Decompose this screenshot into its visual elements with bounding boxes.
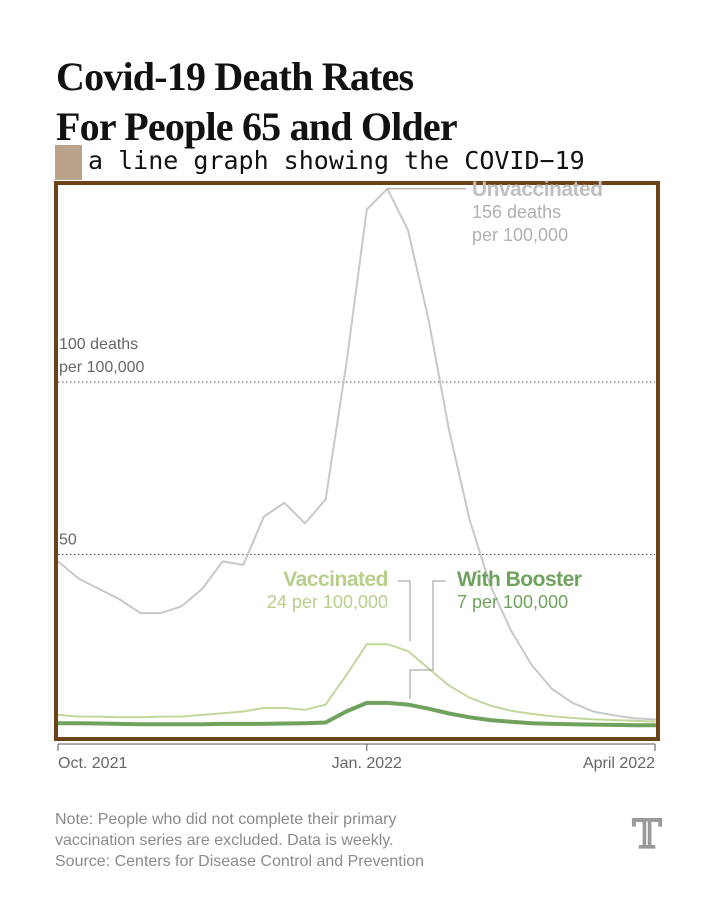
caption-swatch bbox=[55, 145, 82, 180]
alt-caption: a line graph showing the COVID−19 bbox=[88, 146, 585, 175]
x-tick-label-1: Oct. 2021 bbox=[58, 755, 127, 772]
source-note: Note: People who did not complete their … bbox=[55, 809, 615, 872]
vaccinated-leader-line bbox=[398, 580, 411, 642]
note-line-2: vaccination series are excluded. Data is… bbox=[55, 832, 394, 849]
unvaccinated-label: Unvaccinated bbox=[472, 178, 603, 201]
y-tick-label-100-line-1: 100 deaths bbox=[59, 336, 138, 353]
y-tick-label-100-line-2: per 100,000 bbox=[59, 359, 145, 376]
booster-value: 7 per 100,000 bbox=[457, 592, 569, 612]
vaccinated-annotation: Vaccinated 24 per 100,000 bbox=[251, 568, 389, 614]
series-line-unvaccinated bbox=[57, 187, 656, 721]
chart-title-line-1: Covid-19 Death Rates bbox=[56, 54, 414, 99]
x-tick-label-3: April 2022 bbox=[583, 755, 655, 772]
booster-leader-line bbox=[409, 580, 446, 699]
vaccinated-value: 24 per 100,000 bbox=[266, 592, 388, 612]
note-line-3: Source: Centers for Disease Control and … bbox=[55, 853, 425, 870]
y-tick-label-50-line-1: 50 bbox=[59, 532, 77, 549]
booster-annotation: With Booster 7 per 100,000 bbox=[457, 568, 582, 614]
unvaccinated-value-line-1: 156 deaths bbox=[472, 202, 562, 222]
series-line-with-booster bbox=[56, 700, 657, 728]
chart-title: Covid-19 Death Rates For People 65 and O… bbox=[56, 52, 676, 152]
x-tick-label-2: Jan. 2022 bbox=[332, 755, 402, 772]
vaccinated-label: Vaccinated bbox=[283, 568, 388, 591]
booster-label: With Booster bbox=[457, 568, 582, 591]
chart-title-line-2: For People 65 and Older bbox=[56, 104, 458, 149]
series-line-vaccinated bbox=[57, 643, 656, 723]
note-line-1: Note: People who did not complete their … bbox=[55, 811, 397, 828]
unvaccinated-value-line-2: per 100,000 bbox=[472, 225, 569, 245]
unvaccinated-annotation: Unvaccinated 156 deaths per 100,000 bbox=[472, 178, 603, 247]
nyt-logo-icon: 𝕋 bbox=[632, 811, 662, 858]
line-chart: 100 deaths per 100,000 50 Oct. 2021 Jan. 202… bbox=[56, 187, 657, 772]
